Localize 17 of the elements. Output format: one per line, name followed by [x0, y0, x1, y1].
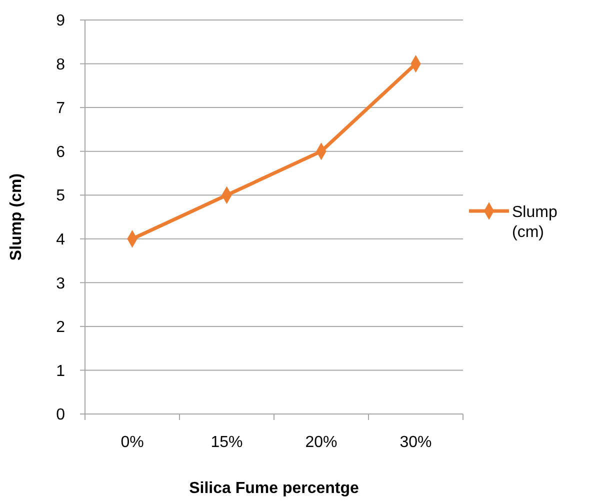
x-tick-label: 30% [400, 434, 432, 451]
y-tick-label: 2 [56, 319, 66, 336]
y-tick-label: 4 [56, 231, 66, 248]
y-tick-label: 8 [56, 56, 66, 74]
y-tick-label: 6 [56, 144, 66, 161]
y-tick-label: 1 [56, 362, 66, 380]
x-tick-label: 20% [305, 434, 338, 451]
y-tick-label: 0 [56, 406, 66, 424]
y-tick-label: 5 [56, 188, 66, 205]
y-axis-title: Slump (cm) [8, 173, 25, 261]
x-tick-label: 15% [210, 434, 243, 451]
x-axis-title: Silica Fume percentge [189, 480, 360, 497]
x-tick-label: 0% [120, 434, 144, 451]
y-tick-label: 7 [56, 100, 66, 118]
y-tick-label: 9 [56, 12, 66, 30]
legend-label: Slump (cm) [512, 204, 558, 241]
y-tick-label: 3 [56, 275, 66, 292]
